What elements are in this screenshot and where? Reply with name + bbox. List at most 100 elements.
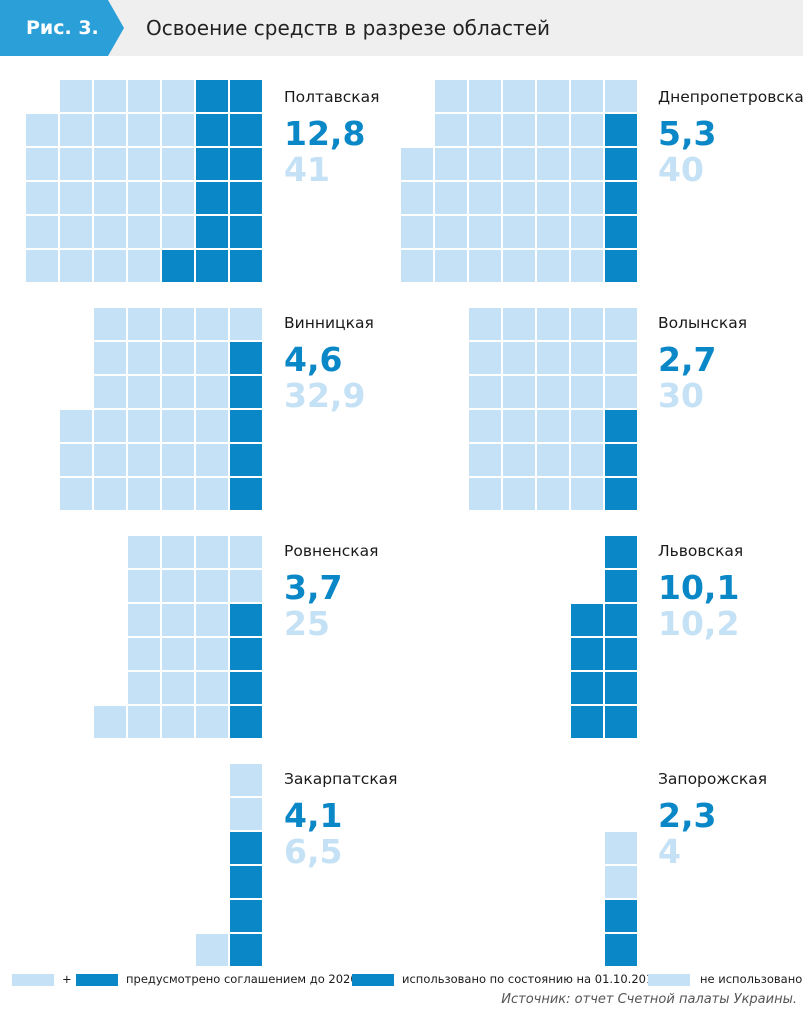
cell-unused xyxy=(128,604,160,636)
cell-unused xyxy=(503,478,535,510)
cell-unused xyxy=(162,536,194,568)
cell-unused xyxy=(401,148,433,180)
cell-unused xyxy=(230,798,262,830)
cell-used xyxy=(605,638,637,670)
cell-unused xyxy=(162,604,194,636)
cell-unused xyxy=(60,250,92,282)
cell-unused xyxy=(503,444,535,476)
cell-unused xyxy=(60,444,92,476)
cell-unused xyxy=(571,410,603,442)
cell-unused xyxy=(162,706,194,738)
cell-unused xyxy=(196,934,228,966)
cell-unused xyxy=(94,478,126,510)
cell-unused xyxy=(94,410,126,442)
cell-used xyxy=(605,934,637,966)
cell-unused xyxy=(230,536,262,568)
legend-swatch-unused-a xyxy=(12,974,54,986)
cell-used xyxy=(605,114,637,146)
cell-unused xyxy=(469,444,501,476)
cell-unused xyxy=(26,216,58,248)
cell-unused xyxy=(196,478,228,510)
cell-unused xyxy=(469,80,501,112)
cell-used xyxy=(230,410,262,442)
cell-used xyxy=(230,832,262,864)
value-used: 4,6 xyxy=(284,340,343,379)
cell-unused xyxy=(571,148,603,180)
cell-used xyxy=(605,444,637,476)
cell-unused xyxy=(94,182,126,214)
cell-unused xyxy=(469,308,501,340)
cell-unused xyxy=(571,376,603,408)
cell-unused xyxy=(162,342,194,374)
cell-unused xyxy=(537,216,569,248)
cell-used xyxy=(196,148,228,180)
cell-unused xyxy=(571,444,603,476)
cell-unused xyxy=(605,342,637,374)
cell-unused xyxy=(605,308,637,340)
cell-unused xyxy=(128,182,160,214)
cell-unused xyxy=(128,536,160,568)
cell-unused xyxy=(60,410,92,442)
legend: + предусмотрено соглашением до 2020 г. и… xyxy=(0,966,803,994)
cell-unused xyxy=(435,114,467,146)
cell-unused xyxy=(469,114,501,146)
cell-unused xyxy=(469,478,501,510)
cell-unused xyxy=(230,570,262,602)
cell-used xyxy=(605,216,637,248)
cell-unused xyxy=(469,250,501,282)
cell-used xyxy=(605,706,637,738)
value-planned: 32,9 xyxy=(284,376,366,415)
cell-used xyxy=(230,706,262,738)
cell-used xyxy=(230,866,262,898)
cell-used xyxy=(605,536,637,568)
cell-used xyxy=(605,604,637,636)
value-planned: 25 xyxy=(284,604,330,643)
cell-used xyxy=(230,182,262,214)
cell-unused xyxy=(537,182,569,214)
value-used: 2,3 xyxy=(658,796,717,835)
cell-unused xyxy=(503,376,535,408)
region-name: Ровненская xyxy=(284,542,379,560)
cell-unused xyxy=(60,148,92,180)
cell-unused xyxy=(435,250,467,282)
figure-label-arrow xyxy=(108,0,124,56)
cell-used xyxy=(605,250,637,282)
value-planned: 41 xyxy=(284,150,330,189)
legend-swatch-used-b xyxy=(352,974,394,986)
cell-used xyxy=(196,114,228,146)
cell-unused xyxy=(128,250,160,282)
cell-used xyxy=(605,478,637,510)
cell-unused xyxy=(128,308,160,340)
cell-unused xyxy=(503,114,535,146)
cell-used xyxy=(230,638,262,670)
cell-unused xyxy=(26,114,58,146)
cell-used xyxy=(571,638,603,670)
cell-used xyxy=(230,114,262,146)
cell-unused xyxy=(60,478,92,510)
cell-unused xyxy=(571,342,603,374)
cell-unused xyxy=(128,638,160,670)
cell-unused xyxy=(196,672,228,704)
value-used: 10,1 xyxy=(658,568,740,607)
cell-unused xyxy=(537,410,569,442)
cell-unused xyxy=(94,342,126,374)
cell-used xyxy=(230,342,262,374)
cell-unused xyxy=(60,114,92,146)
header xyxy=(0,0,803,56)
figure-label: Рис. 3. xyxy=(0,0,108,56)
value-planned: 10,2 xyxy=(658,604,740,643)
cell-unused xyxy=(537,308,569,340)
cell-unused xyxy=(94,308,126,340)
cell-used xyxy=(571,672,603,704)
cell-unused xyxy=(196,604,228,636)
cell-used xyxy=(230,604,262,636)
cell-used xyxy=(230,672,262,704)
cell-unused xyxy=(196,570,228,602)
cell-used xyxy=(230,478,262,510)
cell-unused xyxy=(196,342,228,374)
cell-unused xyxy=(60,182,92,214)
cell-used xyxy=(605,182,637,214)
cell-unused xyxy=(128,410,160,442)
cell-unused xyxy=(196,706,228,738)
cell-unused xyxy=(94,706,126,738)
